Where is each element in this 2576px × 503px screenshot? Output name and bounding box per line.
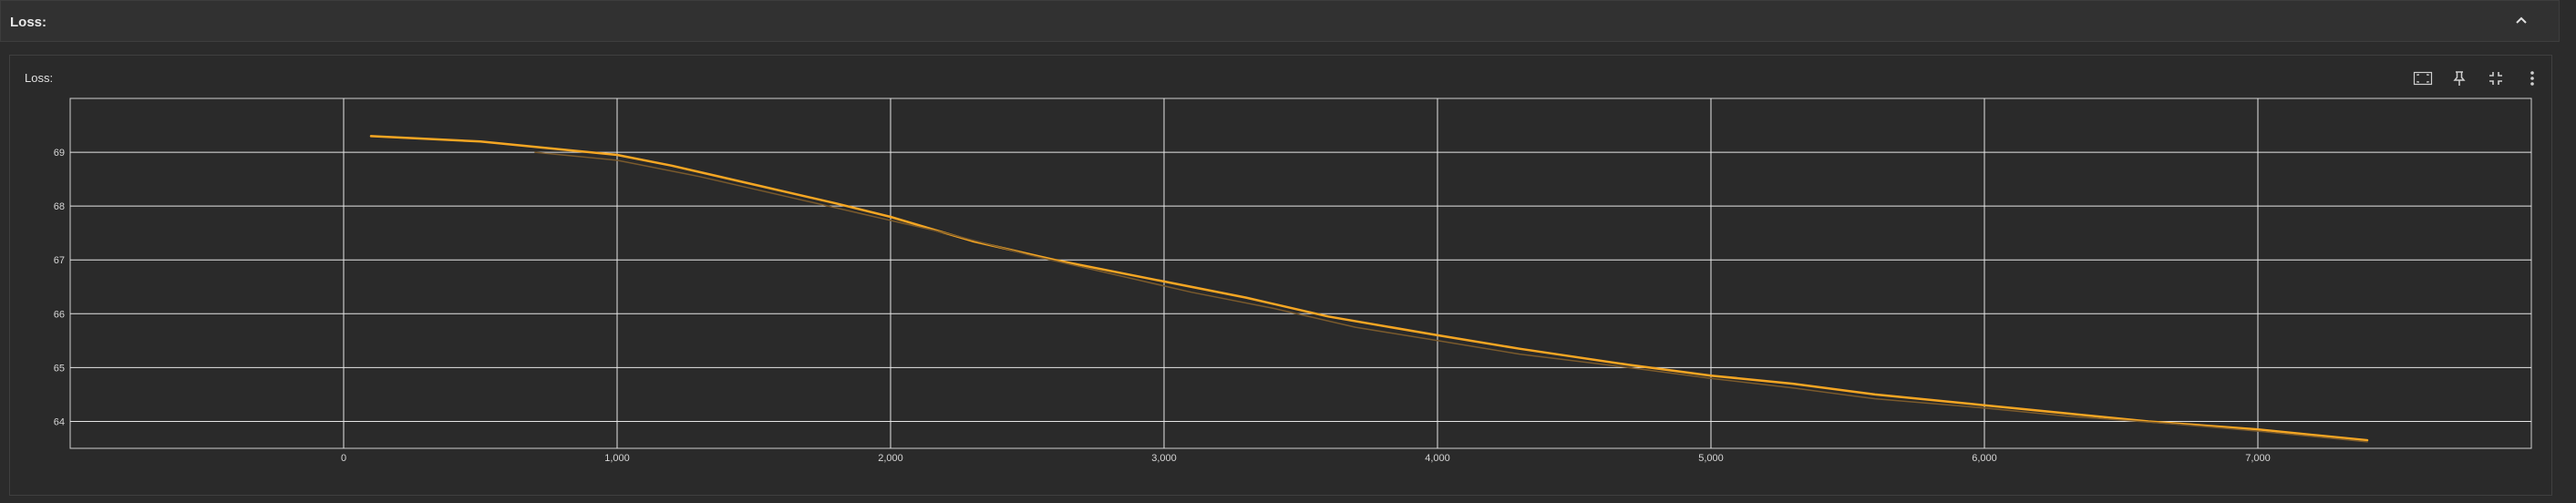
chart-title: Loss: xyxy=(25,71,54,85)
loss-section-header[interactable]: Loss: xyxy=(0,0,2560,42)
y-tick-label: 67 xyxy=(54,255,65,266)
y-tick-label: 65 xyxy=(54,363,65,374)
loss-chart-card: Loss: xyxy=(9,55,2552,496)
pin-icon[interactable] xyxy=(2449,68,2469,88)
plot-border xyxy=(69,98,2532,449)
section-title: Loss: xyxy=(10,15,47,30)
loss-series-smoothed-line xyxy=(369,135,2369,442)
fit-to-data-icon[interactable] xyxy=(2413,68,2433,88)
y-tick-label: 64 xyxy=(54,416,65,427)
y-tick-label: 69 xyxy=(54,148,65,159)
x-tick-label: 3,000 xyxy=(1151,453,1177,464)
x-tick-label: 0 xyxy=(341,453,346,464)
more-vert-icon[interactable] xyxy=(2522,68,2542,88)
loss-series-raw-line xyxy=(534,151,2368,443)
chart-toolbar xyxy=(2413,67,2542,90)
x-tick-label: 5,000 xyxy=(1698,453,1724,464)
y-tick-label: 68 xyxy=(54,201,65,212)
chevron-up-icon[interactable] xyxy=(2511,10,2531,30)
x-tick-label: 1,000 xyxy=(604,453,630,464)
x-tick-label: 6,000 xyxy=(1972,453,1997,464)
x-tick-label: 7,000 xyxy=(2245,453,2271,464)
y-tick-label: 66 xyxy=(54,309,65,320)
fullscreen-exit-icon[interactable] xyxy=(2486,68,2506,88)
x-tick-label: 4,000 xyxy=(1425,453,1450,464)
x-tick-label: 2,000 xyxy=(878,453,903,464)
